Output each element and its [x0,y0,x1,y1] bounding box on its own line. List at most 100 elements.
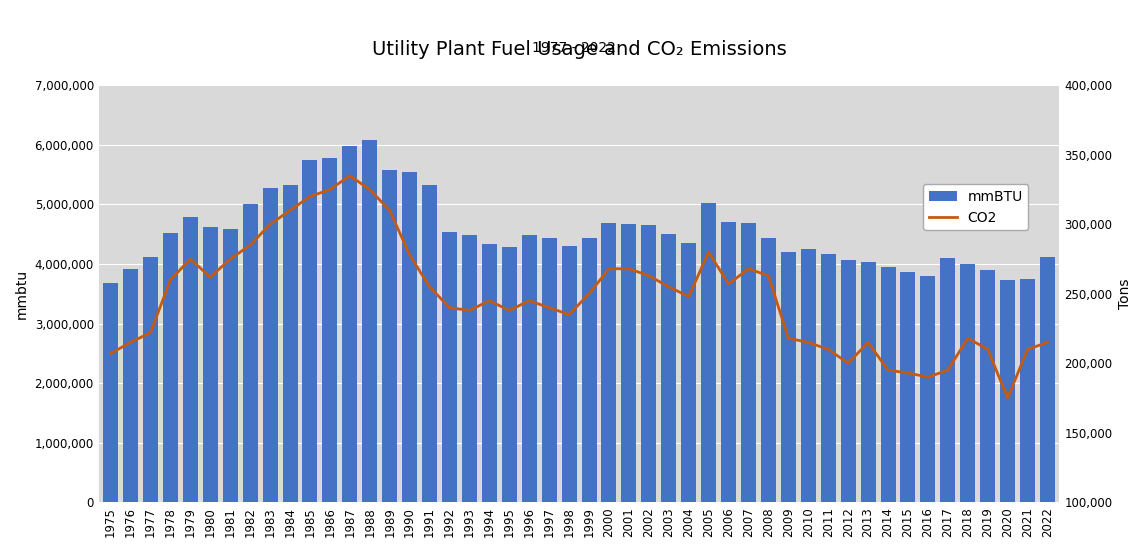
Bar [821,254,836,502]
Bar [103,283,118,502]
Bar [960,264,975,502]
Bar [760,238,775,502]
Bar [981,270,996,502]
CO2 [981,346,994,353]
Bar [701,203,716,502]
Y-axis label: Tons: Tons [1118,279,1132,309]
CO2 [583,290,596,297]
Bar [641,225,656,502]
Bar [362,140,377,502]
Bar [562,246,577,502]
CO2 [721,281,735,288]
CO2 [164,277,178,283]
CO2 [224,256,237,262]
Bar [422,185,437,502]
Bar [223,229,237,502]
CO2 [283,207,297,214]
CO2 [1000,395,1014,401]
CO2 [802,339,816,346]
CO2 [243,242,257,248]
CO2 [941,367,954,374]
CO2 [742,266,756,272]
Bar [342,146,358,502]
CO2 [462,307,476,314]
Bar [662,234,677,502]
CO2 [821,346,835,353]
Bar [1040,257,1055,502]
CO2 [642,272,656,279]
CO2 [881,367,895,374]
Bar [282,185,297,502]
Line: CO2: CO2 [110,176,1047,398]
Legend: mmBTU, CO2: mmBTU, CO2 [923,184,1029,230]
Bar [243,204,258,502]
Title: Utility Plant Fuel Usage and CO₂ Emissions: Utility Plant Fuel Usage and CO₂ Emissio… [372,40,787,59]
CO2 [702,249,716,256]
Bar [522,235,537,502]
CO2 [323,186,337,193]
CO2 [483,298,497,304]
CO2 [902,370,915,376]
CO2 [961,335,975,342]
Bar [601,223,616,502]
Bar [1020,279,1035,502]
CO2 [861,339,875,346]
Bar [900,272,915,502]
CO2 [502,307,516,314]
CO2 [443,304,457,311]
Bar [502,247,517,502]
CO2 [343,172,357,179]
Bar [303,161,318,502]
CO2 [362,186,376,193]
CO2 [681,293,695,300]
CO2 [423,284,437,290]
Bar [801,249,816,502]
CO2 [522,298,536,304]
CO2 [403,252,416,258]
Bar [163,233,178,502]
CO2 [103,350,117,357]
Bar [881,267,896,502]
Bar [622,224,637,502]
CO2 [124,339,138,346]
Bar [203,227,218,502]
Bar [582,238,596,502]
CO2 [1021,346,1035,353]
Bar [541,238,556,502]
Bar [143,257,158,502]
CO2 [762,272,775,279]
CO2 [263,221,276,227]
Bar [860,262,875,502]
Bar [781,252,796,502]
CO2 [543,304,556,311]
Bar [182,217,197,502]
CO2 [184,256,197,262]
CO2 [562,311,576,318]
Bar [681,243,696,502]
Bar [941,258,955,502]
Y-axis label: mmbtu: mmbtu [15,269,29,319]
Bar [721,222,736,502]
CO2 [781,335,795,342]
Bar [322,158,337,502]
Bar [920,276,935,502]
CO2 [1040,339,1054,346]
CO2 [143,330,157,336]
Bar [123,269,138,502]
CO2 [203,274,217,280]
CO2 [622,266,635,272]
Bar [382,170,397,502]
Bar [462,235,477,502]
CO2 [841,360,855,367]
Bar [442,232,457,502]
Bar [263,188,278,502]
Text: 1977 - 2022: 1977 - 2022 [531,41,616,55]
Bar [403,172,418,502]
CO2 [383,207,397,214]
Bar [482,245,497,502]
CO2 [662,284,676,290]
CO2 [303,193,317,200]
Bar [741,223,756,502]
CO2 [921,374,935,380]
Bar [1000,280,1015,502]
